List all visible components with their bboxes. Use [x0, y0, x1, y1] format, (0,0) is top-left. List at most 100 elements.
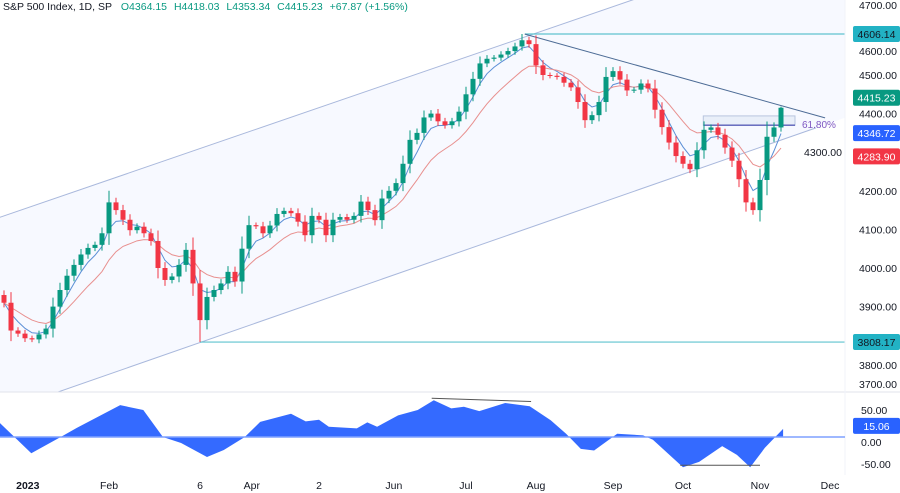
- candle-body: [491, 57, 497, 59]
- candle: [148, 228, 154, 246]
- candle-body: [295, 213, 301, 222]
- candle: [162, 262, 168, 286]
- badge-text: 4415.23: [858, 93, 896, 105]
- candle: [414, 128, 420, 145]
- candle-body: [64, 275, 70, 291]
- candle-body: [127, 219, 133, 231]
- candle-body: [463, 94, 469, 112]
- candle: [330, 212, 336, 243]
- candle-body: [687, 163, 693, 170]
- candle-body: [120, 210, 126, 220]
- badge-bg: [853, 89, 900, 106]
- time-tick-label: 2023: [16, 480, 40, 492]
- channel-fill: [0, 0, 879, 413]
- candle-body: [610, 71, 616, 77]
- candle: [680, 151, 686, 169]
- candle-body: [225, 271, 231, 284]
- candle-body: [57, 290, 63, 307]
- divergence-line: [431, 397, 532, 403]
- candle-body: [330, 219, 336, 236]
- candle-body: [8, 302, 14, 331]
- candle: [764, 121, 770, 196]
- candle: [666, 120, 672, 150]
- oscillator-pane: [0, 397, 845, 468]
- candle: [540, 60, 546, 81]
- candle: [232, 266, 238, 287]
- candle-body: [183, 249, 189, 265]
- candle-body: [379, 198, 385, 221]
- candle: [708, 124, 714, 133]
- candle: [533, 35, 539, 75]
- candle: [505, 47, 511, 58]
- badge-text: 4346.72: [858, 128, 896, 140]
- candle: [64, 269, 70, 297]
- candle: [344, 213, 350, 223]
- candle-body: [274, 213, 280, 226]
- candle: [407, 130, 413, 174]
- candle-body: [351, 215, 357, 220]
- candle: [477, 56, 483, 86]
- candle: [491, 54, 497, 62]
- candle-body: [526, 40, 532, 45]
- candle-body: [428, 113, 434, 118]
- candle-body: [750, 202, 756, 211]
- candle-body: [582, 102, 588, 121]
- candle: [92, 241, 98, 252]
- candle-body: [652, 88, 658, 110]
- oscillator-tick-label: -50.00: [861, 459, 891, 471]
- candle: [687, 159, 693, 174]
- candle-body: [302, 221, 308, 236]
- time-tick-label: Aug: [527, 480, 546, 492]
- candle-body: [78, 254, 84, 265]
- high-value: H4418.03: [173, 1, 220, 13]
- candle: [568, 79, 574, 92]
- candle-body: [666, 127, 672, 143]
- candle-body: [36, 334, 42, 340]
- chart-legend: S&P 500 Index, 1D, SP O4364.15 H4418.03 …: [3, 1, 408, 13]
- candle: [624, 74, 630, 96]
- candle: [141, 222, 147, 238]
- low-value: L4353.34: [226, 1, 271, 13]
- oscillator-tick-label: 50.00: [861, 405, 887, 417]
- candle-body: [148, 233, 154, 241]
- candle: [22, 329, 28, 342]
- candle: [379, 189, 385, 229]
- candle: [736, 152, 742, 188]
- candle: [15, 327, 21, 337]
- candle: [316, 212, 322, 224]
- candle: [239, 236, 245, 294]
- candle: [50, 297, 56, 338]
- candle-body: [71, 264, 77, 276]
- candle-body: [162, 268, 168, 280]
- level-price-badge: 4606.14: [853, 26, 900, 43]
- fast-moving-average: [3, 45, 782, 334]
- price-tick-label: 4600.00: [859, 46, 897, 58]
- candle: [260, 221, 266, 238]
- candle-body: [631, 89, 637, 91]
- candle: [421, 110, 427, 140]
- candle: [302, 215, 308, 242]
- candle: [211, 285, 217, 302]
- badge-text: 4606.14: [858, 29, 896, 41]
- candle-body: [729, 147, 735, 161]
- slow-moving-average: [3, 65, 782, 324]
- candle-body: [477, 63, 483, 79]
- time-tick-label: 6: [197, 480, 203, 492]
- candle: [120, 204, 126, 225]
- candle-body: [316, 215, 322, 220]
- candle: [519, 34, 525, 51]
- price-tick-label: 4500.00: [859, 70, 897, 82]
- candle-body: [778, 107, 784, 128]
- candle: [36, 330, 42, 344]
- time-tick-label: Nov: [751, 480, 770, 492]
- candle: [722, 128, 728, 154]
- candle: [610, 67, 616, 81]
- candle-body: [512, 46, 518, 52]
- candle: [337, 213, 343, 223]
- candle-body: [624, 79, 630, 91]
- candle-body: [533, 44, 539, 66]
- candle: [78, 249, 84, 271]
- change-value: +67.87 (+1.56%): [329, 1, 408, 13]
- candle: [99, 227, 105, 251]
